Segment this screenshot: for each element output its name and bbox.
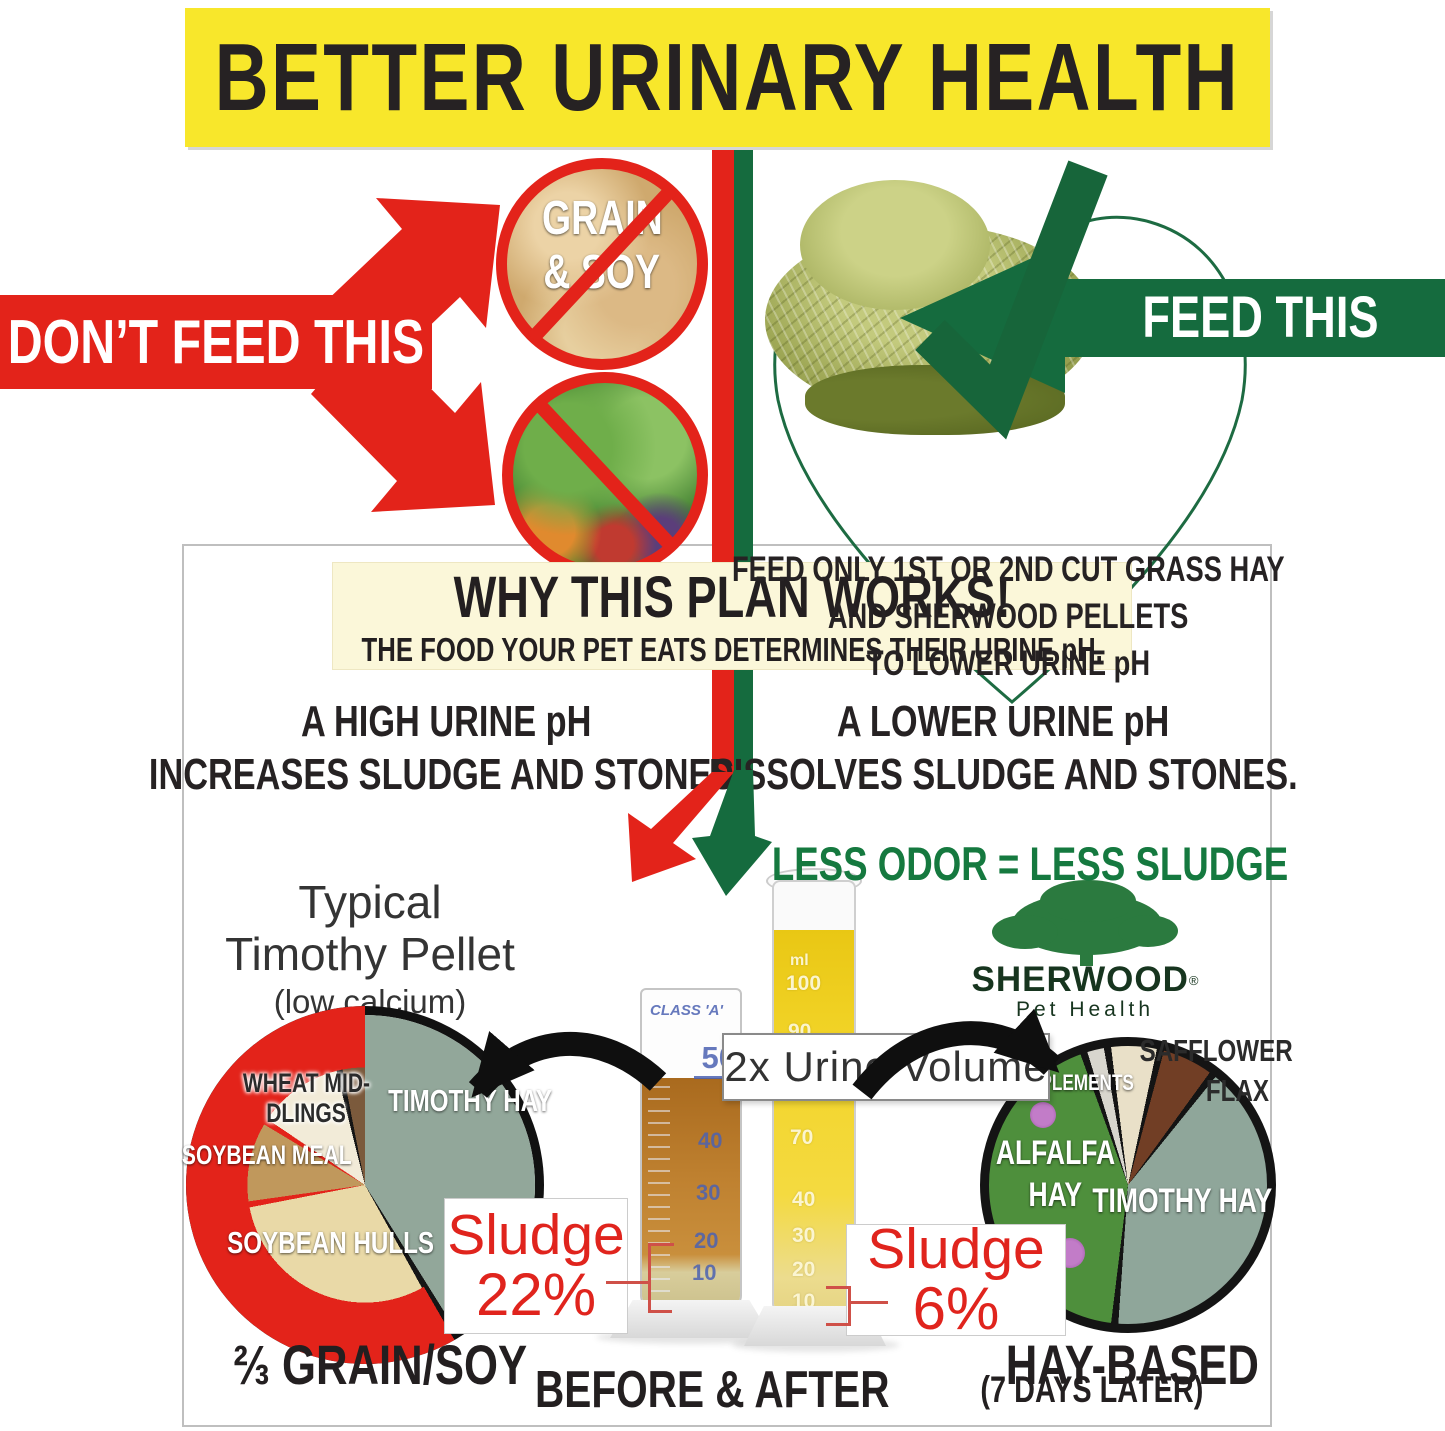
page-title: BETTER URINARY HEALTH <box>214 23 1241 131</box>
dont-feed-label: DON’T FEED THIS <box>7 307 425 377</box>
feed-note-line2: AND SHERWOOD PELLETS <box>827 597 1189 636</box>
pie-label-soybean-meal: SOYBEAN MEAL <box>182 1140 352 1170</box>
cylinder-tick-marks <box>648 1086 670 1292</box>
pie-label-timothy-left: TIMOTHY HAY <box>388 1083 552 1118</box>
hay-pile-image <box>765 170 1095 440</box>
pie-label-safflower: SAFFLOWER <box>1139 1033 1293 1068</box>
typical-pellet-heading: Typical Timothy Pellet (low calcium) <box>205 876 535 1024</box>
less-odor-tagline-wrap: LESS ODOR = LESS SLUDGE <box>772 836 1288 891</box>
before-after-footer: BEFORE & AFTER (7 DAYS LATER) <box>500 1360 1220 1420</box>
sherwood-tree-icon <box>1040 880 1136 922</box>
yellow-urine-liquid <box>774 930 854 1308</box>
before-cylinder-base <box>610 1300 772 1338</box>
alfalfa-flower-dot <box>1030 1102 1056 1128</box>
cylinder-tick: 20 <box>694 1228 719 1253</box>
right-pie-caption-wrap: HAY-BASED <box>985 1332 1280 1397</box>
feed-note-line1: FEED ONLY 1ST OR 2ND CUT GRASS HAY <box>731 550 1285 589</box>
cylinder-tick: 20 <box>792 1258 816 1281</box>
pie-label-flax: FLAX <box>1205 1073 1270 1108</box>
cylinder-tick: 40 <box>698 1128 723 1153</box>
feed-this-label: FEED THIS <box>1141 284 1379 350</box>
cylinder-tick: 30 <box>696 1180 721 1205</box>
sludge-bracket-line <box>826 1323 851 1326</box>
left-pie-caption: ⅔ GRAIN/SOY <box>233 1333 527 1396</box>
cylinder-class-label: CLASS 'A' <box>650 1002 723 1019</box>
sherwood-tree-icon <box>1118 915 1178 947</box>
sludge-bracket-line <box>848 1286 851 1326</box>
title-banner: BETTER URINARY HEALTH <box>185 8 1270 147</box>
sludge-bracket-line <box>606 1281 650 1284</box>
feed-note-line3: TO LOWER URINE pH <box>866 644 1150 683</box>
right-pie-caption: HAY-BASED <box>1005 1333 1260 1396</box>
high-ph-line1: A HIGH URINE pH <box>300 697 592 746</box>
sludge-bracket-line <box>826 1286 851 1289</box>
feed-this-label-wrap: FEED THIS <box>1090 284 1430 350</box>
sludge-before-callout: Sludge 22% <box>444 1198 628 1334</box>
low-ph-column: A LOWER URINE pH DISSOLVES SLUDGE AND ST… <box>709 695 1298 801</box>
cylinder-tick: 40 <box>792 1188 816 1211</box>
sludge-bracket-line <box>648 1243 674 1246</box>
red-divider-stripe <box>712 148 734 776</box>
dont-feed-banner: DON’T FEED THIS <box>0 295 432 389</box>
low-ph-line2: DISSOLVES SLUDGE AND STONES. <box>708 750 1298 799</box>
cylinder-tick: 100 <box>786 972 822 995</box>
typical-line2: Timothy Pellet <box>225 928 515 980</box>
sludge-bracket-line <box>648 1310 672 1313</box>
pie-label-timothy-right: TIMOTHY HAY <box>1092 1182 1272 1220</box>
sherwood-tree-trunk <box>1080 938 1093 966</box>
sherwood-logo-tagline: Pet Health <box>1015 998 1155 1021</box>
cylinder-tick: 30 <box>792 1224 816 1247</box>
sludge-before-word: Sludge <box>447 1203 625 1268</box>
urine-volume-callout: 2x Urine Volume <box>722 1033 1050 1101</box>
low-ph-line1: A LOWER URINE pH <box>836 697 1170 746</box>
green-divider-stripe <box>734 148 753 776</box>
cylinder-unit: ml <box>790 952 809 969</box>
sludge-before-value: 22% <box>475 1261 597 1329</box>
cylinder-tick: 10 <box>692 1260 717 1285</box>
less-odor-tagline: LESS ODOR = LESS SLUDGE <box>771 837 1289 890</box>
sherwood-logo-name: SHERWOOD ® <box>971 960 1199 999</box>
urine-volume-text: 2x Urine Volume <box>724 1043 1048 1090</box>
typical-line1: Typical <box>298 876 442 928</box>
sludge-bracket-line <box>850 1301 888 1304</box>
before-after-paren: (7 DAYS LATER) <box>980 1369 1204 1410</box>
sludge-after-callout: Sludge 6% <box>846 1220 1066 1343</box>
feed-note: FEED ONLY 1ST OR 2ND CUT GRASS HAY AND S… <box>732 546 1285 687</box>
cylinder-tick: 70 <box>790 1126 814 1149</box>
sludge-after-value: 6% <box>912 1275 1000 1343</box>
sludge-bracket-line <box>648 1243 651 1313</box>
before-after-main: BEFORE & AFTER <box>534 1361 890 1419</box>
left-pie-caption-wrap: ⅔ GRAIN/SOY <box>195 1332 565 1397</box>
sludge-after-word: Sludge <box>867 1217 1045 1282</box>
pie-label-soybean-hulls: SOYBEAN HULLS <box>227 1225 435 1260</box>
pie-label-wheat: WHEAT MID- DLINGS <box>242 1068 370 1128</box>
pie-label-alfalfa: ALFALFA HAY <box>995 1134 1115 1214</box>
grain-soy-text: GRAIN & SOY <box>496 192 708 300</box>
sherwood-tree-icon <box>992 915 1058 949</box>
